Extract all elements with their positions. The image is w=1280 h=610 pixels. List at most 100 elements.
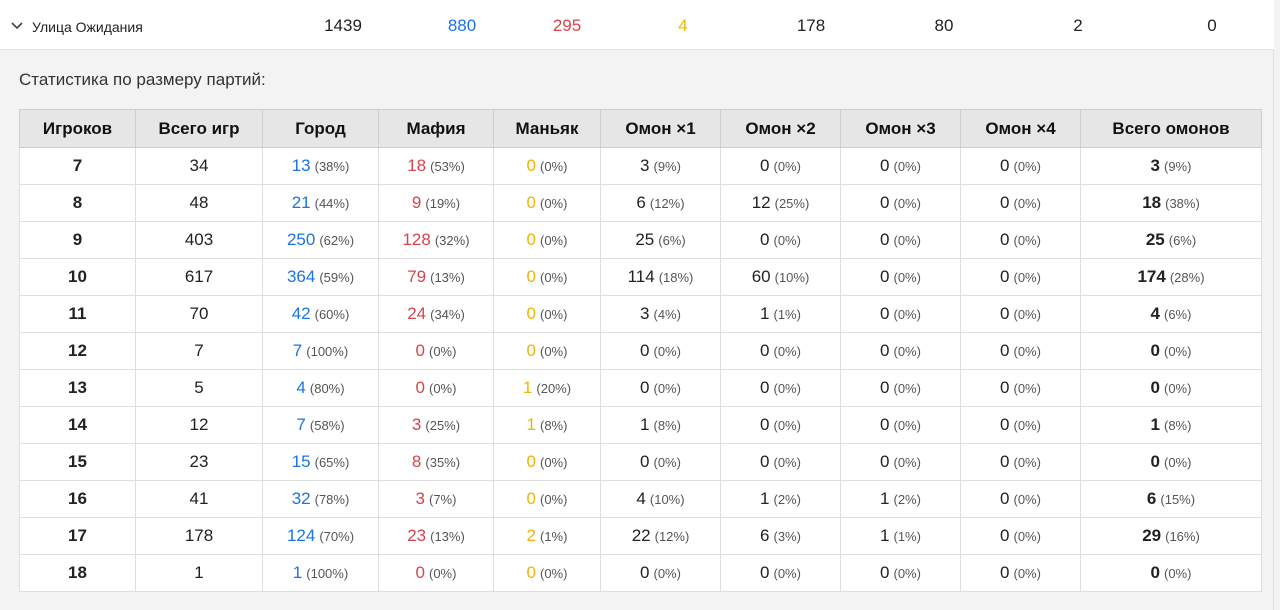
omon-total-cell: 0 (0%) [1080,554,1262,592]
omon-2-cell-percent: (0%) [773,381,801,396]
column-header: Омон ×2 [720,109,841,148]
omon-3-cell-value: 1 [880,526,890,545]
omon-4-cell-value: 0 [1000,193,1010,212]
mafia-cell-percent: (0%) [429,381,457,396]
players-cell: 17 [19,517,136,555]
omon-total-cell-percent: (6%) [1164,307,1192,322]
omon-1-cell-value: 0 [640,563,650,582]
omon-2-cell-value: 12 [751,193,771,212]
omon-3-cell-value: 0 [880,378,890,397]
omon-2-cell-value: 0 [760,378,770,397]
city-cell-value: 124 [286,526,316,545]
city-cell: 21 (44%) [262,184,379,222]
omon-3-cell: 1 (1%) [840,517,961,555]
omon-2-cell: 0 (0%) [720,406,841,444]
omon-2-cell: 60 (10%) [720,258,841,296]
omon-total-cell-value: 0 [1150,341,1160,360]
column-header: Город [262,109,379,148]
omon-total-cell-value: 1 [1150,415,1160,434]
maniac-cell-value: 0 [526,489,536,508]
omon-3-cell: 0 (0%) [840,554,961,592]
table-header-row: Игроков Всего игр Город Мафия Маньяк Омон ×1 О… [19,109,1262,148]
summary-city-wins: 880 [447,16,477,35]
omon-1-cell: 4 (10%) [600,480,721,518]
city-cell-percent: (78%) [314,492,350,507]
city-cell-percent: (65%) [314,455,350,470]
omon-2-cell: 0 (0%) [720,221,841,259]
omon-4-cell: 0 (0%) [960,147,1081,185]
omon-2-cell: 0 (0%) [720,443,841,481]
omon-total-cell-percent: (15%) [1160,492,1196,507]
omon-total-cell-value: 0 [1150,452,1160,471]
omon-4-cell: 0 (0%) [960,221,1081,259]
omon-4-cell: 0 (0%) [960,443,1081,481]
omon-1-cell-value: 114 [627,267,655,286]
omon-4-cell-percent: (0%) [1013,307,1041,322]
omon-4-cell-value: 0 [1000,452,1010,471]
city-cell-value: 4 [296,378,306,397]
stats-table: Игроков Всего игр Город Мафия Маньяк Омон ×1 О… [19,109,1262,592]
omon-2-cell-percent: (0%) [773,418,801,433]
chevron-down-icon[interactable] [10,19,24,33]
omon-total-cell: 6 (15%) [1080,480,1262,518]
city-cell-value: 13 [291,156,311,175]
omon-4-cell: 0 (0%) [960,258,1081,296]
summary-row[interactable]: Улица Ожидания 1439 880 295 4 178 80 2 0 [0,0,1274,50]
omon-1-cell: 3 (9%) [600,147,721,185]
maniac-cell: 2 (1%) [493,517,601,555]
mafia-cell: 23 (13%) [378,517,494,555]
maniac-cell-value: 0 [526,193,536,212]
total-games-cell: 1 [135,554,263,592]
omon-1-cell-value: 6 [636,193,646,212]
table-row: 15 23 15 (65%) 8 (35%) 0 (0%) 0 (0%) 0 (0%) 0 (0%) 0 (0… [19,443,1262,481]
omon-1-cell-percent: (18%) [658,270,694,285]
players-cell: 8 [19,184,136,222]
mafia-cell-value: 18 [407,156,427,175]
omon-1-cell-percent: (9%) [653,159,681,174]
maniac-cell: 0 (0%) [493,147,601,185]
mafia-cell-percent: (13%) [430,529,465,544]
omon-3-cell: 0 (0%) [840,295,961,333]
maniac-cell-value: 1 [522,378,533,397]
maniac-cell-percent: (0%) [540,307,568,322]
omon-total-cell-percent: (6%) [1168,233,1197,248]
omon-1-cell-value: 3 [640,304,650,323]
mafia-cell: 8 (35%) [378,443,494,481]
omon-2-cell-value: 0 [760,415,770,434]
city-cell: 4 (80%) [262,369,379,407]
omon-2-cell-percent: (0%) [773,455,801,470]
maniac-cell-value: 0 [526,267,536,286]
omon-4-cell: 0 (0%) [960,184,1081,222]
omon-3-cell-percent: (1%) [893,529,921,544]
omon-total-cell-value: 3 [1150,156,1160,175]
omon-3-cell-value: 0 [880,563,890,582]
omon-2-cell-value: 0 [760,156,770,175]
maniac-cell-percent: (0%) [540,344,568,359]
omon-3-cell: 0 (0%) [840,443,961,481]
omon-3-cell-percent: (0%) [893,344,921,359]
city-cell-percent: (70%) [319,529,355,544]
omon-1-cell: 3 (4%) [600,295,721,333]
omon-3-cell: 0 (0%) [840,369,961,407]
players-cell: 7 [19,147,136,185]
omon-4-cell: 0 (0%) [960,554,1081,592]
omon-2-cell-percent: (3%) [773,529,801,544]
omon-total-cell-percent: (16%) [1165,529,1200,544]
total-games-cell: 178 [135,517,263,555]
mafia-cell-percent: (34%) [430,307,465,322]
omon-1-cell-percent: (8%) [653,418,681,433]
omon-total-cell-percent: (0%) [1164,566,1192,581]
maniac-cell: 0 (0%) [493,258,601,296]
city-cell-percent: (58%) [309,418,345,433]
omon-1-cell-percent: (0%) [653,566,681,581]
city-cell: 1 (100%) [262,554,379,592]
summary-omon-4: 0 [1207,16,1217,35]
omon-1-cell-value: 0 [640,341,650,360]
mafia-cell-value: 128 [402,230,431,249]
maniac-cell: 0 (0%) [493,221,601,259]
mafia-cell-value: 0 [415,341,425,360]
omon-1-cell: 6 (12%) [600,184,721,222]
city-cell-value: 42 [291,304,311,323]
maniac-cell: 0 (0%) [493,480,601,518]
omon-4-cell-percent: (0%) [1013,233,1041,248]
